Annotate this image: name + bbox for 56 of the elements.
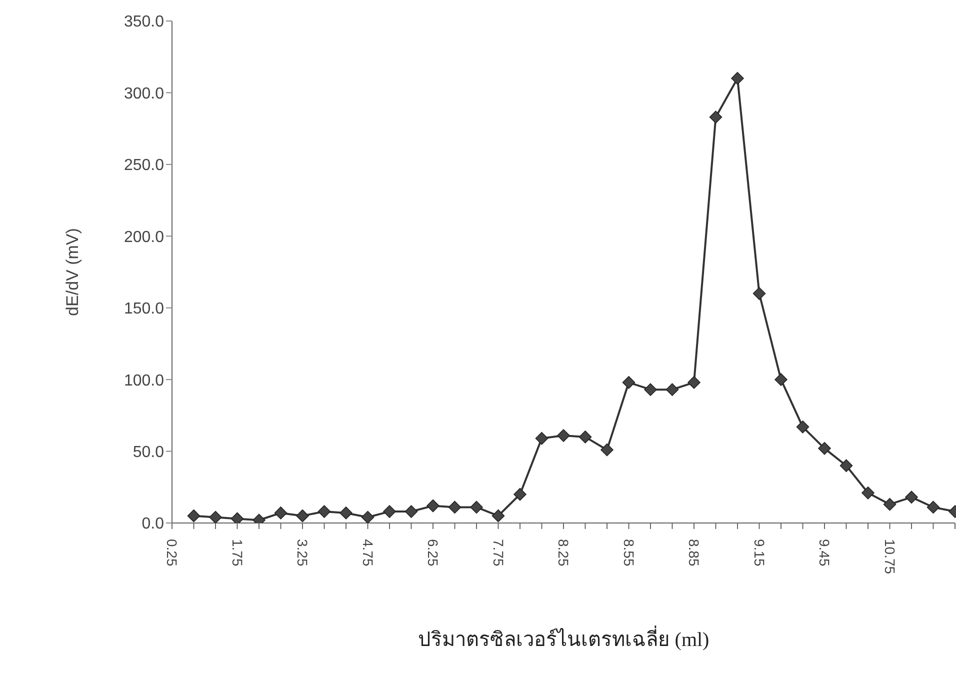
point <box>926 500 940 514</box>
x-tick-label: 6.25 <box>425 539 441 566</box>
x-tick-label: 4.75 <box>360 539 376 566</box>
point <box>470 500 483 514</box>
x-tick-label: 7.75 <box>490 539 506 566</box>
point <box>796 420 810 434</box>
point <box>666 383 679 396</box>
point <box>230 512 244 523</box>
y-tick-label: 300.0 <box>124 85 164 102</box>
point <box>535 432 548 445</box>
x-tick-label: 8.25 <box>556 539 572 566</box>
y-axis-title: dE/dV (mV) <box>63 228 82 316</box>
point <box>187 509 200 522</box>
point <box>340 506 352 520</box>
y-tick-label: 0.0 <box>142 516 164 533</box>
x-tick-label: 1.75 <box>229 539 246 566</box>
point <box>752 287 766 300</box>
point <box>709 110 722 124</box>
point <box>296 509 309 522</box>
point <box>361 510 374 523</box>
y-tick-label: 350.0 <box>124 14 164 31</box>
point <box>774 373 788 386</box>
point <box>209 510 222 523</box>
x-tick-label: 3.25 <box>294 539 310 566</box>
x-tick-label: 0.25 <box>164 539 180 566</box>
point <box>600 443 614 456</box>
point <box>644 383 657 396</box>
point <box>383 505 396 518</box>
y-tick-label: 150.0 <box>124 300 164 318</box>
point <box>883 498 896 511</box>
point <box>448 500 462 514</box>
point <box>862 486 874 500</box>
point <box>557 429 570 442</box>
y-tick-label: 200.0 <box>124 228 164 246</box>
y-tick-label: 50.0 <box>132 444 164 461</box>
point <box>318 505 331 518</box>
point <box>818 442 831 455</box>
x-tick-label: 9.15 <box>751 539 768 566</box>
point <box>622 376 636 389</box>
x-tick-label: 10.75 <box>882 539 898 574</box>
y-tick-label: 250.0 <box>124 157 164 174</box>
x-tick-label: 8.55 <box>620 539 637 566</box>
x-axis-title: ปริมาตรซิลเวอร์ไนเตรทเฉลี่ย (ml) <box>418 625 710 651</box>
point <box>840 459 853 472</box>
y-tick-label: 100.0 <box>124 372 164 390</box>
point <box>731 72 744 85</box>
point <box>905 490 918 504</box>
point <box>274 506 288 520</box>
x-tick-label: 9.45 <box>816 539 832 566</box>
point <box>514 488 526 501</box>
point <box>688 376 700 389</box>
x-tick-label: 8.85 <box>686 539 702 566</box>
point <box>578 430 592 444</box>
point <box>426 499 440 512</box>
point <box>404 505 418 518</box>
point <box>492 509 505 522</box>
